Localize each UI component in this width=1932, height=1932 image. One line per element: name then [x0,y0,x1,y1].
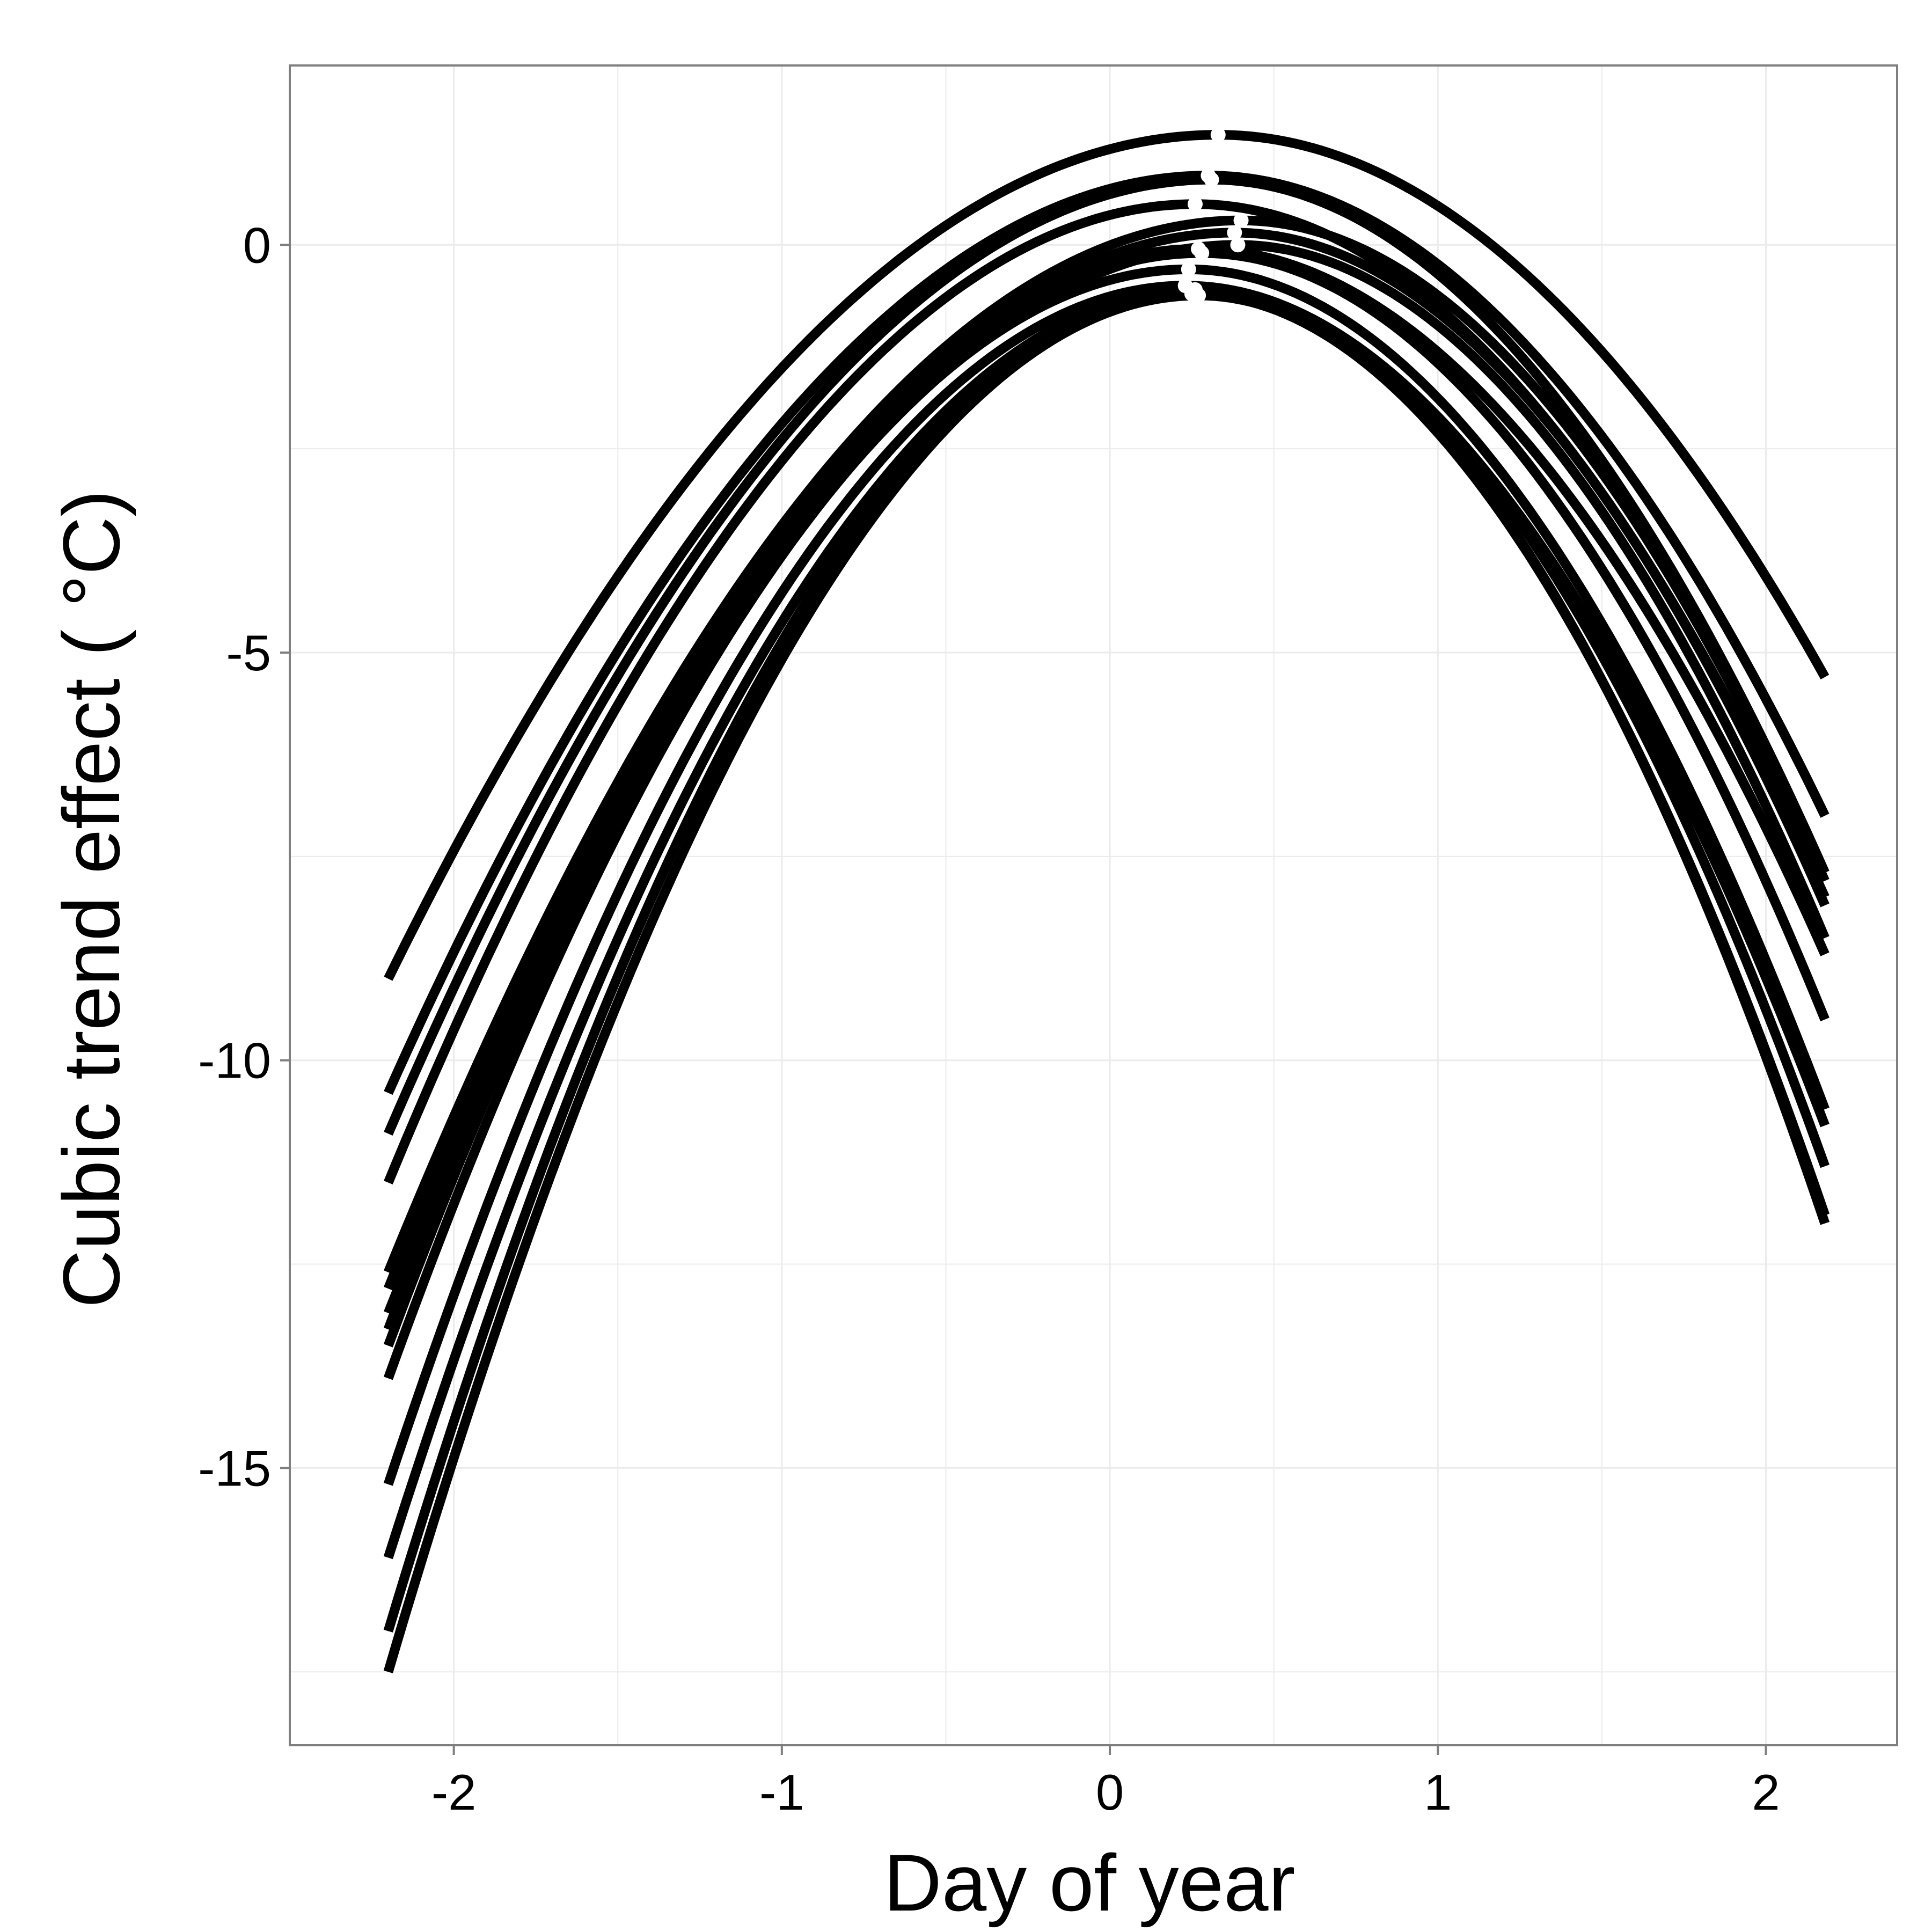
peak-point-1 [1210,127,1226,143]
series-line-9 [383,248,1829,1348]
peak-point-5 [1233,213,1249,228]
series-line-11 [383,281,1829,1486]
x-tick-label: 0 [1096,1764,1124,1820]
series-line-14 [383,290,1830,1673]
peak-point-10 [1181,261,1196,277]
x-axis-title: Day of year [884,1838,1296,1928]
y-tick-label: -10 [198,1033,271,1089]
x-tick-label: 1 [1424,1764,1452,1820]
x-tick-label: -1 [759,1764,804,1820]
series-line-5 [384,215,1829,1275]
grid-layer [290,65,1897,1745]
peak-point-6 [1227,225,1242,240]
x-tick-label: -2 [431,1764,477,1820]
axis-layer: -2 -1 0 1 20-5-10-15 [198,217,1780,1820]
y-tick-label: 0 [243,217,271,273]
peak-point-14 [1191,288,1206,303]
y-tick-label: -5 [226,625,271,681]
series-line-3 [384,174,1829,1136]
series-layer [383,130,1830,1673]
peak-points-layer [1177,127,1249,303]
y-tick-label: -15 [198,1440,271,1496]
series-line-1 [384,130,1829,981]
series-line-10 [383,264,1829,1380]
panel-border [289,64,1898,1746]
peak-point-9 [1194,245,1210,261]
peak-point-3 [1204,172,1219,187]
y-axis-title: Cubic trend effect ( °C) [46,490,136,1308]
x-tick-label: 2 [1752,1764,1780,1820]
series-line-8 [383,244,1829,1331]
peak-point-7 [1230,237,1246,253]
series-line-2 [384,171,1829,1095]
peak-point-4 [1187,196,1203,212]
